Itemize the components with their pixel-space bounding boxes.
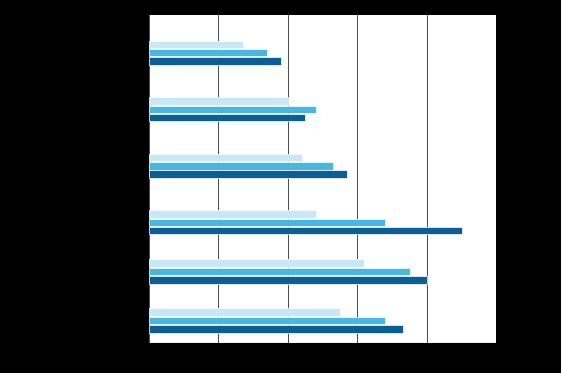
Bar xyxy=(149,97,288,105)
Bar xyxy=(149,317,385,324)
Bar xyxy=(149,260,364,267)
Bar xyxy=(149,49,267,56)
Bar xyxy=(149,154,302,161)
Bar xyxy=(149,268,410,275)
Bar xyxy=(149,114,305,121)
Bar xyxy=(149,325,403,333)
Bar xyxy=(149,210,316,218)
Bar xyxy=(149,106,316,113)
Bar xyxy=(149,227,462,235)
Bar xyxy=(149,170,347,178)
Bar xyxy=(149,41,242,48)
Bar xyxy=(149,219,385,226)
Bar xyxy=(149,162,333,170)
Bar xyxy=(149,308,340,316)
Bar xyxy=(149,276,427,283)
Bar xyxy=(149,57,281,65)
